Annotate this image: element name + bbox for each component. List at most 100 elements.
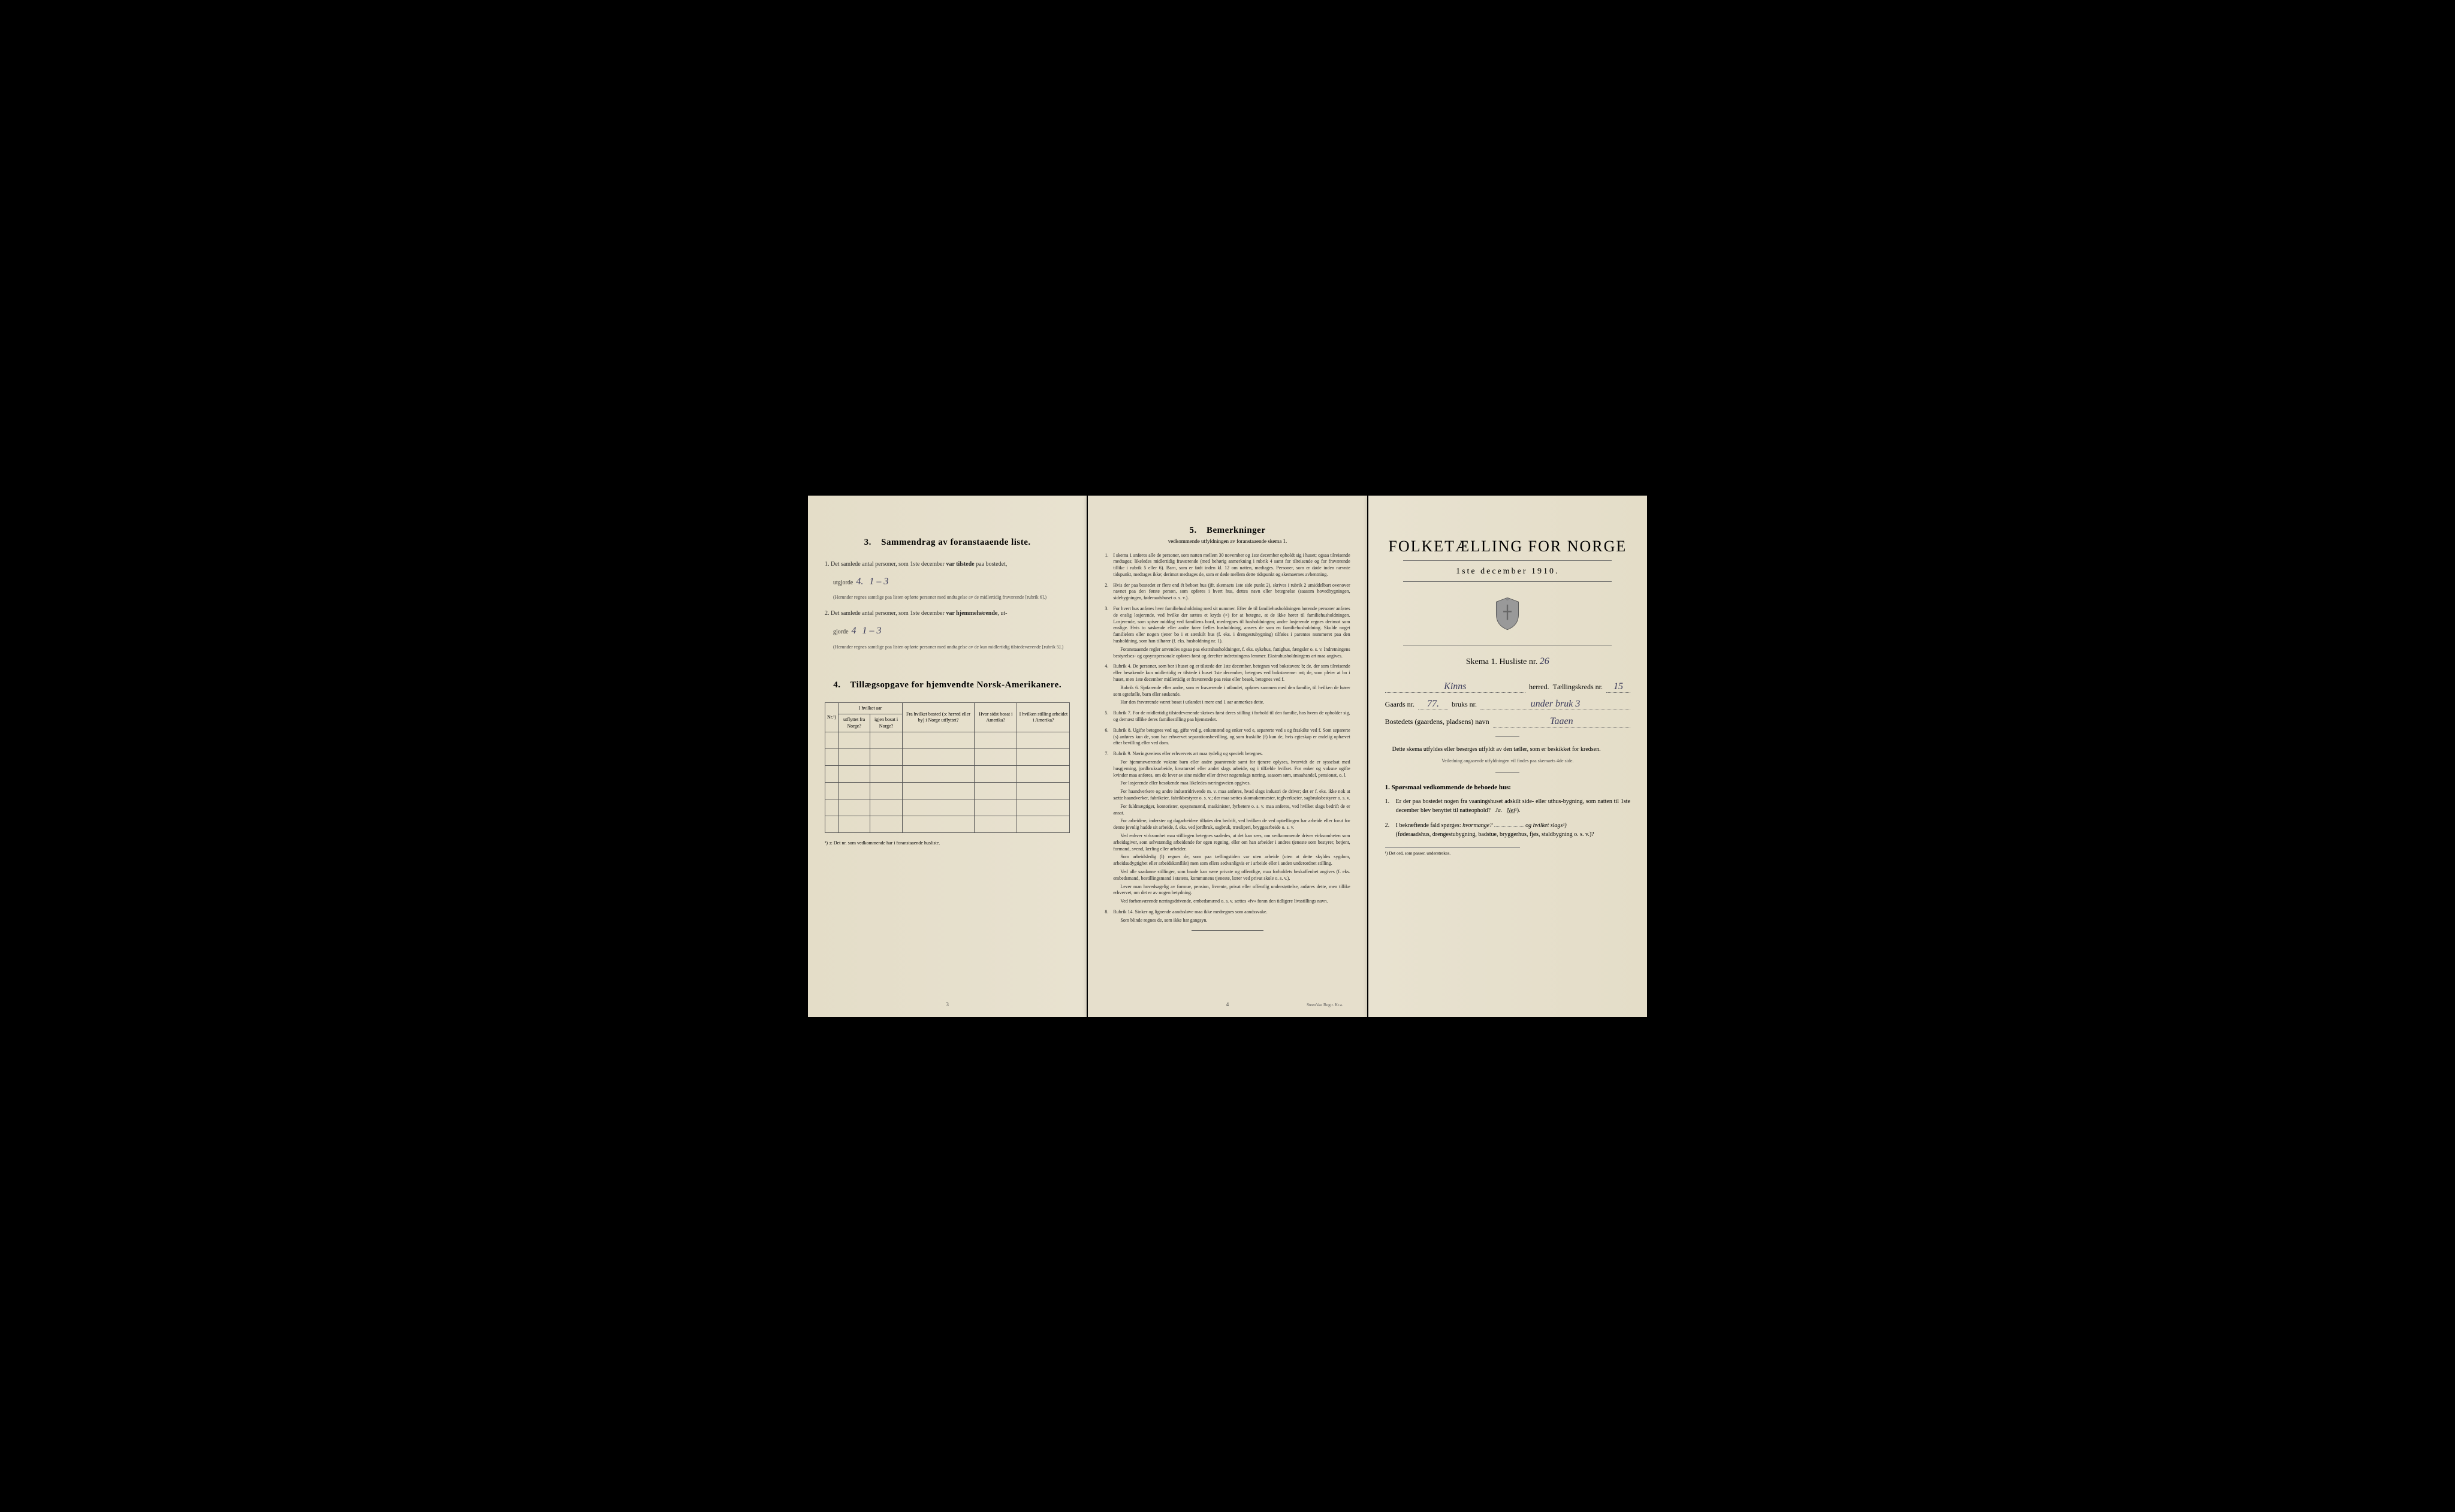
remark-text: Rubrik 14. Sinker og lignende aandssløve…	[1113, 909, 1350, 924]
question-1: 1. Er der paa bostedet nogen fra vaaning…	[1385, 797, 1630, 815]
printer-mark: Steen'ske Bogtr. Kr.a.	[1307, 1003, 1343, 1007]
page-right: FOLKETÆLLING FOR NORGE 1ste december 191…	[1368, 496, 1647, 1017]
remark-item: 6.Rubrik 8. Ugifte betegnes ved ug, gift…	[1105, 728, 1350, 747]
remark-text: Rubrik 9. Næringsveiens eller erhvervets…	[1113, 751, 1350, 905]
skema-line: Skema 1. Husliste nr. 26	[1385, 656, 1630, 667]
question-2: 2. I bekræftende fald spørges: hvormange…	[1385, 821, 1630, 839]
section3-num: 3.	[864, 538, 871, 547]
th-nr: Nr.¹)	[825, 703, 839, 732]
remark-text: For hvert hus anføres hver familiehushol…	[1113, 606, 1350, 659]
s3-item1-bold: var tilstede	[946, 561, 974, 568]
remark-item: 1.I skema 1 anføres alle de personer, so…	[1105, 553, 1350, 578]
th-year: I hvilket aar	[839, 703, 903, 714]
section4-num: 4.	[833, 680, 840, 690]
herred-value: Kinns	[1385, 681, 1525, 693]
s3-gjorde: gjorde	[833, 629, 849, 635]
coat-of-arms-icon	[1385, 596, 1630, 634]
section3-heading: 3. Sammendrag av foranstaaende liste.	[825, 538, 1070, 548]
remarks-list: 1.I skema 1 anføres alle de personer, so…	[1105, 553, 1350, 924]
section3-body: 1. Det samlede antal personer, som 1ste …	[825, 560, 1070, 651]
s3-hand2b: 1 – 3	[862, 626, 882, 636]
remark-subpara: Lever man hovedsagelig av formue, pensio…	[1113, 884, 1350, 897]
skema-value: 26	[1540, 656, 1549, 666]
s3-item1-pre: 1. Det samlede antal personer, som 1ste …	[825, 561, 945, 568]
rule	[1403, 560, 1612, 561]
remark-num: 5.	[1105, 710, 1113, 723]
remark-text: I skema 1 anføres alle de personer, som …	[1113, 553, 1350, 578]
remark-subpara: For losjerende eller besøkende maa likel…	[1113, 780, 1350, 787]
remark-num: 1.	[1105, 553, 1113, 578]
s3-item1-post: paa bostedet,	[976, 561, 1007, 568]
remark-text: Rubrik 8. Ugifte betegnes ved ug, gifte …	[1113, 728, 1350, 747]
remark-text: Hvis der paa bostedet er flere end ét be…	[1113, 583, 1350, 602]
remark-subpara: Som blinde regnes de, som ikke har gangs…	[1113, 918, 1350, 924]
main-title: FOLKETÆLLING FOR NORGE	[1385, 538, 1630, 556]
th-last: Hvor sidst bosat i Amerika?	[974, 703, 1017, 732]
page3-footnote: ¹) Det ord, som passer, understrekes.	[1385, 847, 1520, 856]
section5-title: Bemerkninger	[1207, 526, 1265, 535]
bruks-value: under bruk 3	[1480, 699, 1630, 710]
q1-num: 1.	[1385, 797, 1396, 815]
remark-num: 2.	[1105, 583, 1113, 602]
remark-subpara: For fuldmægtiger, kontorister, opsynsmæn…	[1113, 804, 1350, 817]
divider-icon	[1495, 736, 1519, 737]
table-row	[825, 799, 1070, 816]
remark-item: 3.For hvert hus anføres hver familiehush…	[1105, 606, 1350, 659]
question-heading: 1. Spørsmaal vedkommende de beboede hus:	[1385, 784, 1630, 791]
emigrant-table: Nr.¹) I hvilket aar Fra hvilket bosted (…	[825, 702, 1070, 833]
instr-line-1: Dette skema utfyldes eller besørges utfy…	[1385, 745, 1630, 754]
table-row	[825, 783, 1070, 799]
table-row	[825, 749, 1070, 766]
remark-num: 8.	[1105, 909, 1113, 924]
table-body	[825, 732, 1070, 833]
q2-num: 2.	[1385, 821, 1396, 839]
kreds-label: Tællingskreds nr.	[1553, 683, 1603, 692]
remark-item: 2.Hvis der paa bostedet er flere end ét …	[1105, 583, 1350, 602]
table-row	[825, 766, 1070, 783]
q2-text: I bekræftende fald spørges:	[1396, 822, 1461, 829]
q2-paren: (føderaadshus, drengestubygning, badstue…	[1396, 831, 1594, 838]
remark-item: 5.Rubrik 7. For de midlertidig tilstedev…	[1105, 710, 1350, 723]
s3-item2-post: , ut-	[997, 610, 1007, 617]
s3-hand1b: 1 – 3	[869, 577, 888, 587]
page-number: 3	[946, 1001, 949, 1007]
remark-subpara: For arbeidere, inderster og dagarbeidere…	[1113, 818, 1350, 831]
s3-hand1a: 4.	[856, 577, 863, 587]
divider-icon	[1495, 772, 1519, 773]
s3-utgjorde: utgjorde	[833, 580, 853, 586]
q1-ja: Ja.	[1495, 807, 1502, 814]
page-number: 4	[1226, 1001, 1229, 1007]
q-heading-text: Spørsmaal vedkommende de beboede hus:	[1392, 784, 1511, 791]
q1-sup: ¹).	[1515, 807, 1521, 814]
remark-subpara: Foranstaaende regler anvendes ogsaa paa …	[1113, 647, 1350, 660]
remark-subpara: Ved alle saadanne stillinger, som baade …	[1113, 869, 1350, 882]
q2-hvormange: hvormange?	[1462, 822, 1492, 829]
page-left: 3. Sammendrag av foranstaaende liste. 1.…	[808, 496, 1087, 1017]
remark-item: 7.Rubrik 9. Næringsveiens eller erhverve…	[1105, 751, 1350, 905]
section5-num: 5.	[1190, 526, 1197, 535]
skema-label: Skema 1. Husliste nr.	[1466, 657, 1537, 666]
s3-note2: (Herunder regnes samtlige paa listen opf…	[825, 644, 1070, 650]
gaards-label: Gaards nr.	[1385, 700, 1415, 709]
section5-heading: 5. Bemerkninger	[1105, 526, 1350, 536]
remark-text: Rubrik 4. De personer, som bor i huset o…	[1113, 663, 1350, 706]
herred-label: herred.	[1529, 683, 1549, 692]
table-row	[825, 816, 1070, 833]
th-emigrated: utflyttet fra Norge?	[839, 714, 870, 732]
th-pos: I hvilken stilling arbeidet i Amerika?	[1017, 703, 1070, 732]
q-heading-num: 1.	[1385, 784, 1390, 791]
section4-title: Tillægsopgave for hjemvendte Norsk-Ameri…	[850, 680, 1061, 690]
remark-num: 6.	[1105, 728, 1113, 747]
remark-text: Rubrik 7. For de midlertidig tilstedevær…	[1113, 710, 1350, 723]
s3-item2-pre: 2. Det samlede antal personer, som 1ste …	[825, 610, 945, 617]
remark-subpara: Som arbeidsledig (l) regnes de, som paa …	[1113, 854, 1350, 867]
s3-hand2a: 4	[852, 626, 856, 636]
remark-subpara: Rubrik 6. Sjøfarende eller andre, som er…	[1113, 685, 1350, 698]
section4-heading: 4. Tillægsopgave for hjemvendte Norsk-Am…	[825, 680, 1070, 690]
gaards-value: 77.	[1418, 699, 1448, 710]
bosted-label: Bostedets (gaardens, pladsens) navn	[1385, 717, 1489, 726]
table-row	[825, 732, 1070, 749]
gaards-line: Gaards nr. 77. bruks nr. under bruk 3	[1385, 699, 1630, 710]
kreds-value: 15	[1606, 681, 1630, 693]
instructions: Dette skema utfyldes eller besørges utfy…	[1385, 745, 1630, 764]
